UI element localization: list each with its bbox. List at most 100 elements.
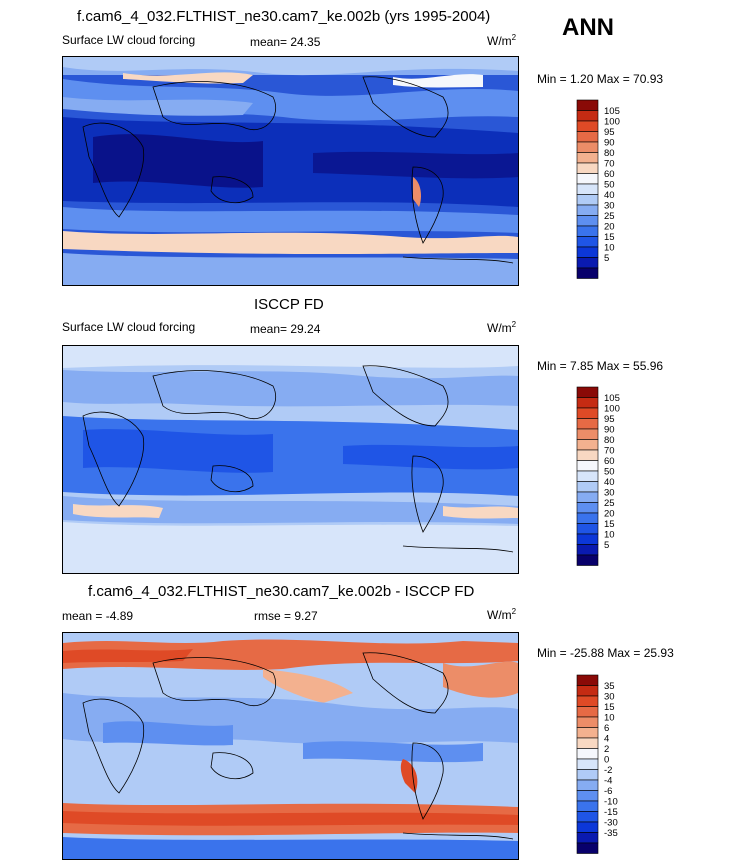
panel3-colorbar-box (576, 769, 599, 781)
panel1-colorbar-box (576, 215, 599, 227)
panel3-colorbar-box (576, 758, 599, 770)
panel3-colorbar-box (576, 706, 599, 718)
panel2-units: W/m2 (487, 320, 516, 335)
panel1-colorbar-box (576, 162, 599, 174)
panel3-colorbar-tick-label: 6 (604, 723, 609, 734)
panel1-colorbar-box (576, 194, 599, 206)
panel1-mean-value: 24.35 (290, 35, 321, 49)
panel1-minmax: Min = 1.20 Max = 70.93 (537, 72, 664, 86)
panel3-colorbar-box (576, 790, 599, 802)
panel1-colorbar-tick-label: 30 (604, 201, 615, 212)
panel2-colorbar-box (576, 418, 599, 430)
panel1-colorbar-box (576, 225, 599, 237)
panel1-colorbar-box (576, 141, 599, 153)
panel3-colorbar-box (576, 674, 599, 686)
panel3-colorbar-tick-label: -10 (604, 797, 618, 808)
panel3-colorbar-tick-label: -30 (604, 818, 618, 829)
panel2-colorbar-tick-label: 95 (604, 414, 615, 425)
panel2-colorbar-tick-label: 80 (604, 435, 615, 446)
panel1-colorbar-box (576, 267, 599, 279)
panel2-colorbar-tick-label: 20 (604, 509, 615, 520)
panel2-colorbar-box (576, 544, 599, 556)
panel3-colorbar-tick-label: -35 (604, 828, 618, 839)
panel3-colorbar-box (576, 842, 599, 854)
panel2-colorbar-box (576, 523, 599, 535)
panel3-colorbar-box (576, 779, 599, 791)
panel1-units: W/m2 (487, 33, 516, 48)
panel1-colorbar-box (576, 152, 599, 164)
panel1-units-exp: 2 (511, 33, 517, 42)
panel1-colorbar-box (576, 110, 599, 122)
panel2-mean-value: 29.24 (290, 322, 321, 336)
panel2-colorbar-tick-label: 40 (604, 477, 615, 488)
panel1-colorbar-box (576, 173, 599, 185)
panel2-colorbar-tick-label: 15 (604, 519, 615, 530)
panel2-mean-label: mean= (250, 322, 288, 336)
season-label: ANN (562, 14, 614, 41)
panel1-colorbar-box (576, 99, 599, 111)
panel2-colorbar-tick-label: 10 (604, 530, 615, 541)
panel2-colorbar-box (576, 502, 599, 514)
panel3-colorbar-tick-label: 30 (604, 692, 615, 703)
panel1-colorbar-tick-label: 50 (604, 180, 615, 191)
panel2-mean: mean= 29.24 (250, 322, 320, 336)
panel2-colorbar-tick-label: 25 (604, 498, 615, 509)
panel1-colorbar: 105 100 95 90 80 70 60 50 40 30 25 20 15 10 5 (576, 99, 657, 279)
panel3-colorbar-box (576, 727, 599, 739)
panel2-units-exp: 2 (511, 320, 517, 329)
panel2-colorbar-tick-label: 105 (604, 393, 620, 404)
panel2-colorbar-box (576, 397, 599, 409)
panel1-colorbar-tick-label: 20 (604, 222, 615, 233)
panel2-colorbar-box (576, 449, 599, 461)
panel2-colorbar-tick-label: 60 (604, 456, 615, 467)
panel2-colorbar-tick-label: 90 (604, 425, 615, 436)
panel3-colorbar: 35 30 15 10 6 4 2 0 -2 -4 -6 -10 -15 -30 -35 (576, 674, 657, 854)
panel3-colorbar-box (576, 821, 599, 833)
panel1-colorbar-tick-label: 25 (604, 211, 615, 222)
panel3-mean: mean = -4.89 (62, 609, 134, 623)
panel1-mean-label: mean= (250, 35, 288, 49)
panel3-colorbar-box (576, 748, 599, 760)
panel2-colorbar-box (576, 481, 599, 493)
panel1-colorbar-box (576, 183, 599, 195)
panel2-units-text: W/m (487, 321, 512, 335)
panel3-title: f.cam6_4_032.FLTHIST_ne30.cam7_ke.002b -… (88, 583, 475, 600)
panel3-colorbar-tick-label: -4 (604, 776, 612, 787)
panel1-colorbar-tick-label: 80 (604, 148, 615, 159)
panel1-variable-label: Surface LW cloud forcing (62, 33, 196, 47)
panel2-colorbar-box (576, 428, 599, 440)
panel1-colorbar-box (576, 204, 599, 216)
panel1-units-text: W/m (487, 34, 512, 48)
panel2-map (62, 345, 519, 574)
panel2-colorbar-box (576, 533, 599, 545)
panel1-colorbar-tick-label: 10 (604, 243, 615, 254)
panel3-colorbar-tick-label: 2 (604, 744, 609, 755)
panel1-mean: mean= 24.35 (250, 35, 320, 49)
panel3-colorbar-box (576, 832, 599, 844)
panel3-rmse: rmse = 9.27 (254, 609, 318, 623)
panel2-colorbar: 105 100 95 90 80 70 60 50 40 30 25 20 15 10 5 (576, 386, 657, 566)
panel3-colorbar-tick-label: 4 (604, 734, 609, 745)
panel1-colorbar-tick-label: 15 (604, 232, 615, 243)
panel3-colorbar-box (576, 695, 599, 707)
panel1-colorbar-tick-label: 70 (604, 159, 615, 170)
panel2-colorbar-tick-label: 50 (604, 467, 615, 478)
panel3-colorbar-box (576, 800, 599, 812)
panel3-colorbar-tick-label: 0 (604, 755, 609, 766)
panel1-colorbar-tick-label: 40 (604, 190, 615, 201)
panel3-units: W/m2 (487, 607, 516, 622)
panel3-colorbar-tick-label: 35 (604, 681, 615, 692)
panel3-colorbar-box (576, 737, 599, 749)
panel1-title: f.cam6_4_032.FLTHIST_ne30.cam7_ke.002b (… (77, 8, 491, 25)
panel2-colorbar-box (576, 460, 599, 472)
panel3-units-exp: 2 (511, 607, 517, 616)
panel3-rmse-label: rmse = (254, 609, 292, 623)
panel3-map (62, 632, 519, 860)
panel3-rmse-value: 9.27 (294, 609, 318, 623)
panel2-title: ISCCP FD (254, 296, 324, 313)
panel1-colorbar-box (576, 120, 599, 132)
panel1-map (62, 56, 519, 286)
